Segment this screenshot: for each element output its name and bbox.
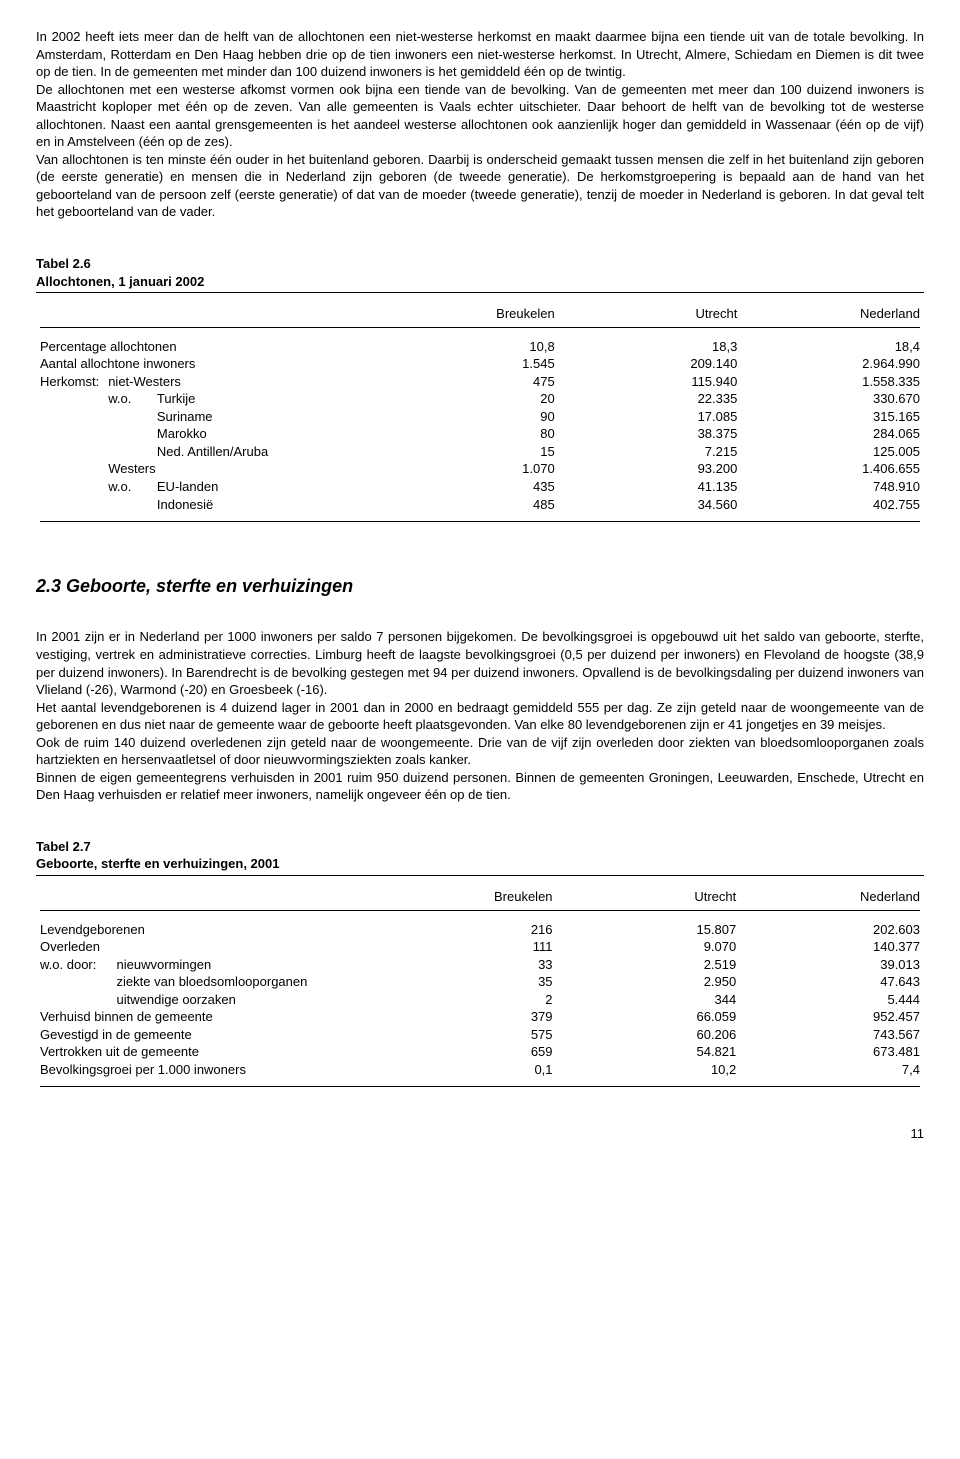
table-row: Indonesië48534.560402.755 <box>36 496 924 514</box>
table-row: Suriname9017.085315.165 <box>36 408 924 426</box>
table-row: Gevestigd in de gemeente57560.206743.567 <box>36 1026 924 1044</box>
paragraph-6: Ook de ruim 140 duizend overledenen zijn… <box>36 734 924 769</box>
table26-col3: Nederland <box>741 305 924 325</box>
table-row: w.o.EU-landen43541.135748.910 <box>36 478 924 496</box>
table-row: Vertrokken uit de gemeente65954.821673.4… <box>36 1043 924 1061</box>
table26: Breukelen Utrecht Nederland Percentage a… <box>36 305 924 524</box>
table26-col2: Utrecht <box>559 305 742 325</box>
table27: Breukelen Utrecht Nederland Levendgebore… <box>36 888 924 1089</box>
table27-label: Tabel 2.7 <box>36 838 924 856</box>
table-row: Verhuisd binnen de gemeente37966.059952.… <box>36 1008 924 1026</box>
table27-col1: Breukelen <box>393 888 556 908</box>
table-row: Westers1.07093.2001.406.655 <box>36 460 924 478</box>
paragraph-7: Binnen de eigen gemeentegrens verhuisden… <box>36 769 924 804</box>
page-number: 11 <box>36 1125 924 1143</box>
table-row: Ned. Antillen/Aruba157.215125.005 <box>36 443 924 461</box>
table27-title: Geboorte, sterfte en verhuizingen, 2001 <box>36 855 924 873</box>
paragraph-2: De allochtonen met een westerse afkomst … <box>36 81 924 151</box>
table-row: w.o.Turkije2022.335330.670 <box>36 390 924 408</box>
table-row: Percentage allochtonen10,818,318,4 <box>36 338 924 356</box>
table-row: Bevolkingsgroei per 1.000 inwoners0,110,… <box>36 1061 924 1079</box>
paragraph-4: In 2001 zijn er in Nederland per 1000 in… <box>36 628 924 698</box>
table27-col2: Utrecht <box>557 888 741 908</box>
table-row: Herkomst:niet-Westers475115.9401.558.335 <box>36 373 924 391</box>
table-row: ziekte van bloedsomlooporganen352.95047.… <box>36 973 924 991</box>
table-row: Marokko8038.375284.065 <box>36 425 924 443</box>
table-row: Overleden1119.070140.377 <box>36 938 924 956</box>
table26-col1: Breukelen <box>396 305 558 325</box>
paragraph-5: Het aantal levendgeborenen is 4 duizend … <box>36 699 924 734</box>
paragraph-3: Van allochtonen is ten minste één ouder … <box>36 151 924 221</box>
table-row: w.o. door:nieuwvormingen332.51939.013 <box>36 956 924 974</box>
table-row: Levendgeborenen21615.807202.603 <box>36 921 924 939</box>
table26-title: Allochtonen, 1 januari 2002 <box>36 273 924 291</box>
table26-label: Tabel 2.6 <box>36 255 924 273</box>
table-row: uitwendige oorzaken23445.444 <box>36 991 924 1009</box>
paragraph-1: In 2002 heeft iets meer dan de helft van… <box>36 28 924 81</box>
table27-col3: Nederland <box>740 888 924 908</box>
table-row: Aantal allochtone inwoners1.545209.1402.… <box>36 355 924 373</box>
section-2-3-heading: 2.3 Geboorte, sterfte en verhuizingen <box>36 574 924 598</box>
